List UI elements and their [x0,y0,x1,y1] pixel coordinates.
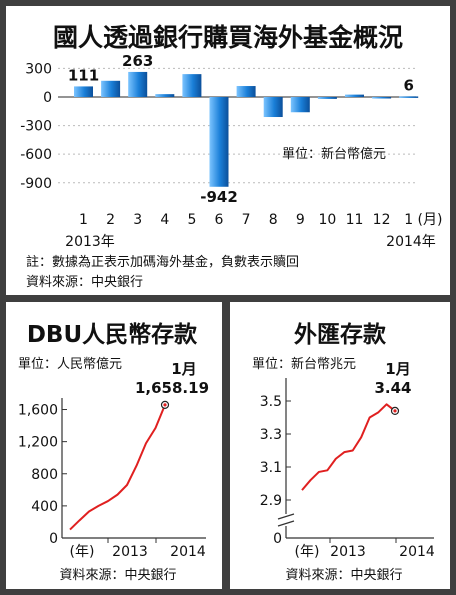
fund-flow-panel: 國人透過銀行購買海外基金概況 300 0 -300 -600 -900 111 263 -9… [6,6,450,295]
y-tick-label: 3.3 [260,427,282,443]
fund-flow-unit: 單位：新台幣億元 [282,146,386,162]
fx-callout-value: 3.44 [374,379,411,397]
dbu-callout-value: 1,658.19 [135,379,209,397]
y-tick-label: 3.1 [260,460,282,476]
series-line [69,404,166,531]
dbu-xtick-2013: 2013 [112,544,148,560]
bar [345,94,364,97]
bar [155,94,175,97]
y-tick-label: 0 [49,531,58,547]
fx-callout-month: 1月 [385,360,410,378]
bar [128,71,148,97]
fx-deposit-panel: 外匯存款 單位：新台幣兆元 0 2.9 3.1 3.3 3.5 1月 3.44 (年) … [230,302,450,589]
x-tick-label: 11 [346,212,364,228]
y-tick-label: 0 [43,90,52,106]
x-tick-label: 4 [160,212,169,228]
dbu-title: DBU人民幣存款 [27,321,198,348]
data-label: 6 [403,76,413,94]
axis-break-mark [277,520,295,527]
bar [290,97,310,113]
y-tick-label: 300 [25,61,52,77]
last-point-dot [163,403,167,407]
axis-break-mark [277,513,295,520]
data-label: 263 [122,52,153,70]
bar [101,80,121,97]
y-tick-label: 2.9 [260,493,282,509]
dbu-source: 資料來源：中央銀行 [59,568,176,583]
x-tick-label: 5 [187,212,196,228]
bar [399,96,419,98]
dbu-deposit-panel: DBU人民幣存款 單位：人民幣億元 0 400 800 1,200 1,600 1月 1… [6,302,222,589]
x-tick-label: 1 [79,212,88,228]
y-tick-label: 800 [31,467,58,483]
y-tick-label: 1,200 [18,435,58,451]
fx-year-marker: (年) [295,544,320,560]
x-tick-label: 1 [404,212,413,228]
dbu-callout-month: 1月 [171,360,196,378]
fund-flow-title: 國人透過銀行購買海外基金概況 [53,23,403,52]
y-tick-label: 3.5 [260,394,282,410]
fund-flow-source: 資料來源：中央銀行 [26,275,143,290]
bar [263,97,283,118]
y-tick-label: 1,600 [18,403,58,419]
x-tick-label: 8 [269,212,278,228]
fx-xtick-2013: 2013 [330,544,366,560]
dbu-unit: 單位：人民幣億元 [18,356,122,372]
x-tick-label: 10 [318,212,336,228]
fx-unit: 單位：新台幣兆元 [252,356,356,372]
year-2013-label: 2013年 [65,234,115,250]
x-tick-label: 12 [373,212,391,228]
fx-deposit-chart: 外匯存款 單位：新台幣兆元 02.93.13.33.5 1月 3.44 (年) … [252,321,435,583]
dbu-deposit-chart: DBU人民幣存款 單位：人民幣億元 0 400 800 1,200 1,600 1月 1… [18,321,209,583]
bar [209,97,229,187]
y-tick-label: -300 [20,119,52,135]
bar [372,97,392,99]
y-tick-label: -900 [20,176,52,192]
fx-xtick-2014: 2014 [399,544,435,560]
year-2014-label: 2014年 [386,234,436,250]
bar [182,74,202,97]
data-label: -942 [200,188,238,206]
bar [236,86,256,97]
month-unit-label: (月) [418,212,443,228]
x-tick-label: 9 [296,212,305,228]
y-tick-label: 0 [273,531,282,547]
y-tick-label: -600 [20,147,52,163]
dbu-xtick-2014: 2014 [170,544,206,560]
series-line [301,403,396,491]
data-label: 111 [68,66,99,84]
bar [74,86,93,97]
x-tick-label: 3 [133,212,142,228]
bar [317,97,337,99]
x-tick-label: 6 [215,212,224,228]
x-tick-label: 7 [242,212,251,228]
dbu-year-marker: (年) [70,544,95,560]
last-point-dot [393,409,397,413]
fx-source: 資料來源：中央銀行 [285,568,402,583]
y-tick-label: 400 [31,499,58,515]
x-tick-label: 2 [106,212,115,228]
fund-flow-note: 註：數據為正表示加碼海外基金，負數表示贖回 [26,254,299,270]
fx-title: 外匯存款 [294,321,387,348]
